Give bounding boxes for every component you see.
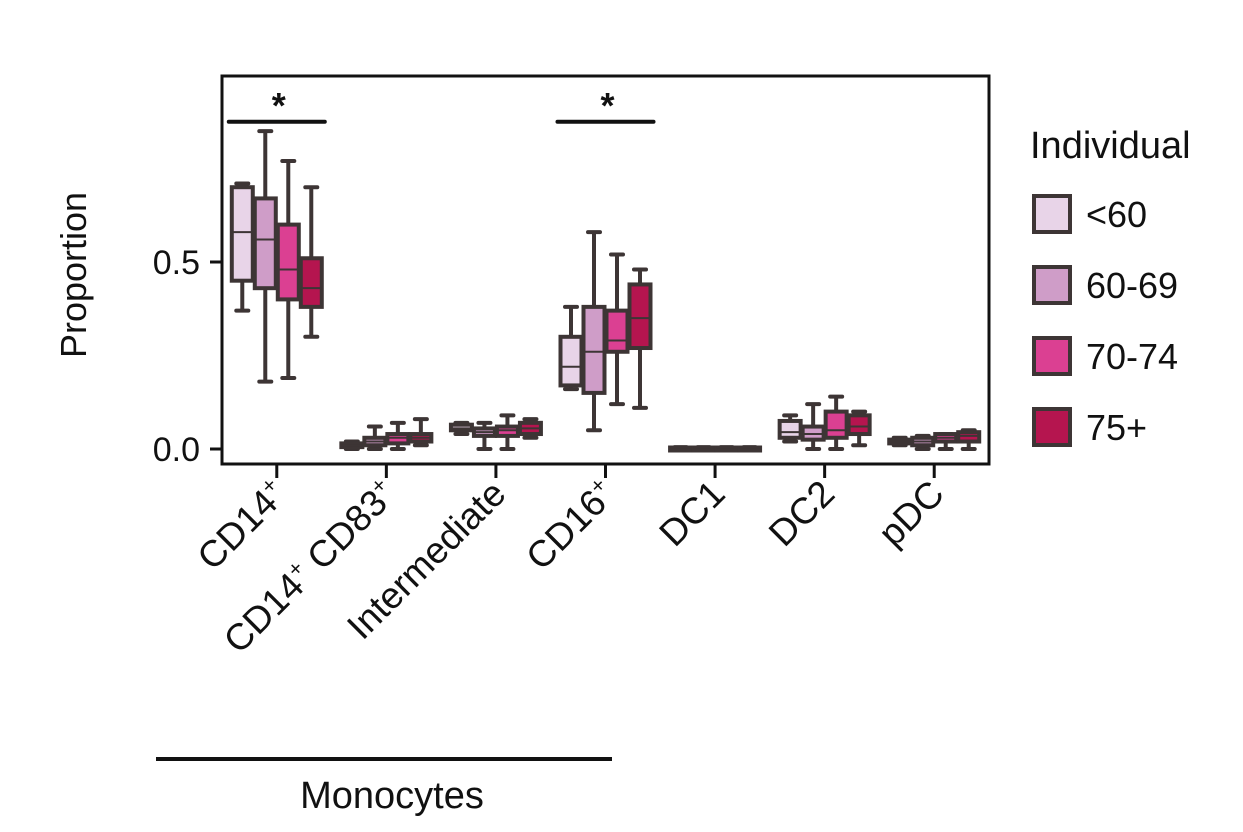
plot-frame [220, 74, 991, 466]
box-<60-5 [777, 413, 803, 444]
x-tick-label-text: DC1 [651, 473, 732, 554]
box-body [298, 256, 324, 309]
x-tick-label: DC2 [761, 473, 842, 554]
box-60-69-4 [691, 445, 717, 453]
box-body [604, 308, 630, 354]
box-body [846, 413, 872, 437]
box-60-69-1 [362, 424, 388, 451]
x-tick-label: DC1 [651, 473, 732, 554]
box-<60-1 [339, 439, 365, 451]
box-body [823, 409, 849, 440]
box-75+-0 [298, 185, 324, 339]
legend-label: 70-74 [1086, 336, 1178, 377]
monocytes-group-label: Monocytes [300, 775, 484, 817]
legend-label: 75+ [1086, 407, 1147, 448]
box-body [627, 282, 653, 351]
box-body [229, 185, 255, 283]
box-body [275, 222, 301, 302]
legend-title: Individual [1030, 125, 1191, 167]
y-tick-label: 0.5 [153, 244, 200, 282]
box-60-69-0 [252, 129, 278, 384]
box-75+-3 [627, 267, 653, 410]
box-<60-6 [887, 435, 913, 448]
x-tick-label-text: pDC [871, 473, 952, 554]
legend-label: 60-69 [1086, 265, 1178, 306]
legend-swatch [1032, 407, 1072, 447]
box-<60-2 [448, 420, 474, 437]
x-tick-label: CD16+ [517, 472, 623, 578]
box-60-69-6 [910, 433, 936, 451]
x-tick-label-text: DC2 [761, 473, 842, 554]
y-tick-label: 0.0 [153, 431, 200, 469]
x-tick-label: pDC [871, 473, 952, 554]
significance-star: * [600, 85, 614, 126]
box-body [252, 196, 278, 291]
legend-label: <60 [1086, 194, 1147, 235]
box-75+-1 [408, 417, 434, 448]
legend-swatch [1032, 194, 1072, 234]
box-<60-0 [229, 181, 255, 313]
box-70-74-3 [604, 252, 630, 407]
y-axis-label: Proportion [53, 192, 94, 358]
box-70-74-0 [275, 159, 301, 380]
x-tick-label: CD14+ [189, 472, 295, 578]
box-70-74-5 [823, 394, 849, 451]
box-body [558, 334, 584, 388]
box-<60-4 [668, 445, 694, 453]
box-70-74-2 [494, 413, 520, 451]
box-70-74-4 [714, 445, 740, 453]
x-tick-label-text: CD83 [292, 482, 395, 585]
box-75+-5 [846, 409, 872, 448]
box-60-69-5 [800, 402, 826, 451]
legend-swatch [1032, 336, 1072, 376]
box-75+-4 [737, 445, 763, 453]
box-<60-3 [558, 304, 584, 392]
box-70-74-1 [385, 420, 411, 451]
significance-star: * [272, 85, 286, 126]
box-body [581, 304, 607, 395]
box-75+-2 [517, 417, 543, 440]
box-60-69-2 [471, 420, 497, 451]
box-body [777, 418, 803, 440]
box-60-69-3 [581, 230, 607, 433]
box-75+-6 [956, 428, 982, 451]
box-70-74-6 [933, 432, 959, 451]
legend-swatch [1032, 265, 1072, 305]
